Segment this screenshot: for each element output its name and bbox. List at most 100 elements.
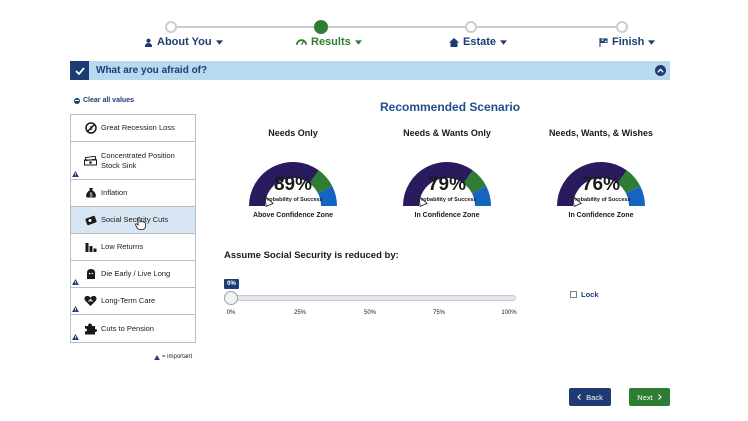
- gauge-needs-only: Needs Only 89% Probability of Success Ab…: [223, 128, 363, 219]
- chevron-down-icon: [354, 39, 362, 45]
- fear-item-cuts-to-pension[interactable]: Cuts to Pension: [71, 315, 195, 342]
- back-label: Back: [586, 392, 603, 402]
- next-button[interactable]: Next: [629, 388, 670, 406]
- progress-stepper: About You Results Estate Finish: [0, 0, 748, 56]
- slider-track[interactable]: [231, 295, 516, 301]
- fear-item-inflation[interactable]: $ Inflation: [71, 180, 195, 207]
- back-button[interactable]: Back: [569, 388, 611, 406]
- fear-label: Low Returns: [101, 242, 144, 251]
- slider-tick: 100%: [501, 310, 517, 316]
- gauge-arc: [557, 162, 645, 207]
- fear-item-low-returns[interactable]: Low Returns: [71, 234, 195, 261]
- fear-item-concentrated-position[interactable]: Concentrated Position Stock Sink: [71, 142, 195, 180]
- slider-tick: 25%: [293, 310, 307, 316]
- gauge-heading: Needs Only: [268, 128, 318, 138]
- fear-label: Social Security Cuts: [101, 215, 169, 224]
- user-icon: [144, 38, 153, 47]
- slider-label: Assume Social Security is reduced by:: [224, 250, 399, 261]
- heart-hand-icon: [84, 295, 97, 308]
- gauge-zone: In Confidence Zone: [414, 212, 480, 219]
- gauge-icon: [296, 39, 307, 46]
- gauge-dial: 79% Probability of Success: [377, 144, 517, 210]
- svg-text:$: $: [89, 193, 92, 199]
- warning-icon: [72, 306, 79, 312]
- chevron-down-icon: [648, 39, 656, 45]
- fear-label: Die Early / Live Long: [101, 269, 171, 278]
- gauge-heading: Needs & Wants Only: [403, 128, 491, 138]
- chevron-left-icon: [577, 394, 582, 400]
- gauge-arc: [403, 162, 491, 207]
- chevron-down-icon: [500, 39, 508, 45]
- step-label: Estate: [463, 36, 497, 48]
- gauge-subtitle: Probability of Success: [417, 197, 477, 203]
- warning-icon: [72, 171, 79, 177]
- hand-cursor-icon: [135, 217, 146, 230]
- gauge-segment-confidence: [463, 170, 487, 194]
- gauge-heading: Needs, Wants, & Wishes: [548, 128, 654, 138]
- bar-chart-icon: [84, 241, 97, 254]
- stepper-line: [170, 26, 622, 28]
- gauge-segment-low: [557, 162, 627, 207]
- warning-icon: [72, 334, 79, 340]
- warning-icon: [154, 354, 160, 360]
- warning-icon: [72, 279, 79, 285]
- gauge-percent: 79%: [427, 174, 467, 195]
- fear-item-die-early-live-long[interactable]: Die Early / Live Long: [71, 261, 195, 288]
- gauge-segment-low: [249, 162, 319, 207]
- money-bag-icon: $: [84, 187, 97, 200]
- fear-item-social-security-cuts[interactable]: Social Security Cuts: [71, 207, 195, 234]
- stepper-dot-estate[interactable]: [465, 21, 477, 33]
- important-legend: = important: [154, 354, 192, 360]
- fear-item-long-term-care[interactable]: Long-Term Care: [71, 288, 195, 315]
- slider-value-badge: 0%: [224, 279, 239, 289]
- next-label: Next: [637, 392, 653, 402]
- gauge-zone: In Confidence Zone: [568, 212, 634, 219]
- fear-label: Great Recession Loss: [101, 123, 175, 132]
- step-results[interactable]: Results: [296, 36, 362, 48]
- stepper-dot-finish[interactable]: [616, 21, 628, 33]
- section-title: What are you afraid of?: [96, 65, 208, 76]
- clear-all-link[interactable]: Clear all values: [74, 97, 134, 104]
- gauge-segment-confidence: [309, 170, 333, 194]
- puzzle-icon: [84, 322, 97, 335]
- fear-item-great-recession-loss[interactable]: $ Great Recession Loss: [71, 115, 195, 142]
- checkmark-icon: [70, 61, 89, 80]
- gauge-segment-high: [625, 186, 645, 207]
- gauge-needle: [418, 195, 428, 207]
- gauge-segment-high: [471, 186, 491, 207]
- gauge-segment-high: [317, 186, 337, 207]
- lock-label: Lock: [581, 290, 599, 299]
- svg-text:$: $: [89, 126, 92, 132]
- money-stack-icon: [84, 154, 97, 167]
- gauge-subtitle: Probability of Success: [263, 197, 323, 203]
- step-finish[interactable]: Finish: [599, 36, 656, 48]
- slider-thumb[interactable]: [224, 291, 238, 305]
- gauge-subtitle: Probability of Success: [571, 197, 631, 203]
- slider-tick: 50%: [363, 310, 377, 316]
- gauge-dial: 89% Probability of Success: [223, 144, 363, 210]
- lock-checkbox[interactable]: Lock: [570, 290, 599, 299]
- step-label: Finish: [612, 36, 645, 48]
- fear-label: Inflation: [101, 188, 128, 197]
- fear-list: $ Great Recession Loss Concentrated Posi…: [70, 114, 196, 343]
- step-about-you[interactable]: About You: [144, 36, 223, 48]
- step-label: Results: [311, 36, 351, 48]
- gauge-percent: 89%: [273, 174, 313, 195]
- no-symbol-icon: $: [84, 122, 97, 135]
- step-estate[interactable]: Estate: [449, 36, 508, 48]
- chevron-right-icon: [657, 394, 662, 400]
- step-label: About You: [157, 36, 212, 48]
- chevron-up-icon[interactable]: [655, 65, 666, 76]
- slider-tick: 0%: [226, 310, 236, 316]
- checkbox[interactable]: [570, 291, 577, 298]
- social-security-card-icon: [84, 214, 97, 227]
- fear-label: Cuts to Pension: [101, 323, 154, 333]
- fear-label: Long-Term Care: [101, 296, 156, 305]
- flag-icon: [599, 37, 608, 47]
- stepper-dot-results[interactable]: [314, 20, 328, 34]
- stepper-dot-about-you[interactable]: [165, 21, 177, 33]
- gauge-percent: 76%: [581, 174, 621, 195]
- minus-circle-icon: [74, 97, 80, 104]
- section-banner[interactable]: What are you afraid of?: [70, 61, 670, 80]
- fear-label: Concentrated Position Stock Sink: [101, 150, 175, 170]
